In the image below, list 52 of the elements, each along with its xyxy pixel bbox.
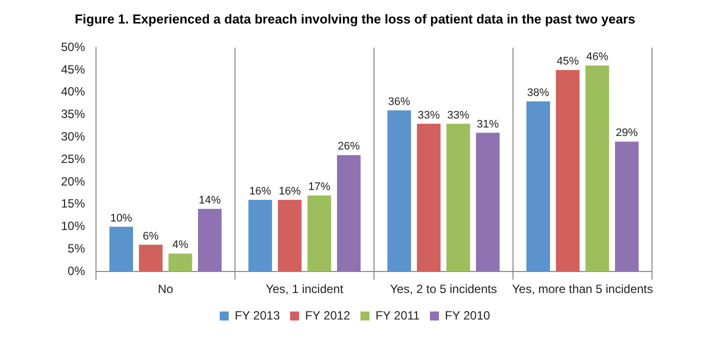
- y-tick-label: 5%: [68, 242, 86, 256]
- bar: [556, 70, 580, 272]
- legend-label: FY 2010: [444, 308, 490, 322]
- x-tick-label: Yes, 1 incident: [266, 282, 344, 296]
- x-tick-label: Yes, 2 to 5 incidents: [390, 282, 497, 296]
- bar: [307, 195, 332, 272]
- legend-label: FY 2011: [375, 308, 420, 322]
- legend-label: FY 2012: [305, 308, 351, 322]
- data-label: 6%: [142, 230, 159, 242]
- y-tick-label: 0%: [68, 264, 86, 278]
- data-label: 31%: [476, 118, 500, 130]
- bar: [585, 66, 610, 272]
- bar: [109, 226, 134, 272]
- bar: [416, 124, 441, 272]
- bar: [387, 110, 412, 272]
- y-tick-label: 50%: [60, 40, 86, 54]
- legend-label: FY 2013: [234, 308, 280, 322]
- bar: [168, 254, 192, 272]
- data-label: 29%: [616, 127, 638, 140]
- data-label: 46%: [586, 51, 608, 64]
- y-tick-label: 35%: [60, 107, 86, 122]
- y-tick-label: 40%: [60, 84, 86, 99]
- y-tick-label: 10%: [60, 219, 86, 234]
- y-tick-label: 20%: [60, 174, 86, 188]
- bar: [138, 244, 163, 272]
- x-tick-label: Yes, more than 5 incidents: [512, 282, 653, 296]
- bar: [614, 142, 639, 272]
- bar: [526, 101, 550, 272]
- data-label: 26%: [338, 140, 360, 153]
- bar: [248, 200, 272, 272]
- data-label: 16%: [249, 185, 272, 198]
- bar: [337, 155, 361, 272]
- data-label: 33%: [447, 109, 470, 122]
- bar: [278, 200, 302, 272]
- data-label: 38%: [527, 86, 550, 99]
- data-label: 36%: [388, 96, 410, 108]
- data-label: 10%: [110, 212, 132, 224]
- y-tick-label: 45%: [60, 62, 86, 76]
- data-label: 33%: [418, 109, 440, 122]
- chart-title: Figure 1. Experienced a data breach involving the loss of patient data in the past two years: [74, 11, 636, 26]
- data-label: 4%: [172, 239, 188, 252]
- bar: [446, 124, 470, 272]
- y-tick-label: 25%: [60, 152, 86, 166]
- data-label: 14%: [198, 194, 222, 206]
- y-tick-label: 15%: [60, 196, 86, 211]
- x-tick-label: No: [158, 282, 174, 296]
- data-label: 45%: [556, 56, 579, 68]
- bar: [476, 132, 500, 272]
- data-label: 16%: [278, 185, 301, 198]
- y-tick-label: 30%: [60, 130, 86, 144]
- bar: [198, 208, 222, 272]
- data-label: 17%: [308, 180, 330, 193]
